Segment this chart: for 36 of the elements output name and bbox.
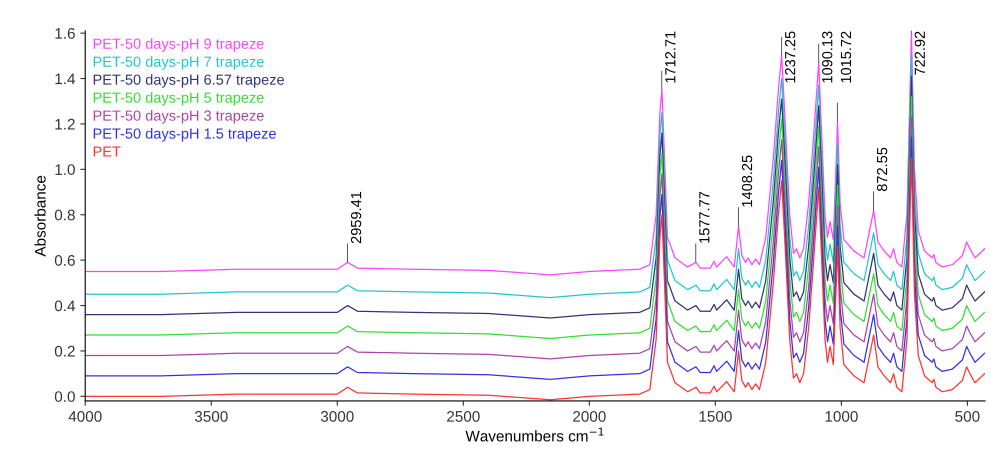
annotation: 1408.25 bbox=[742, 155, 752, 206]
y-tick-label: 1.6 bbox=[55, 28, 75, 39]
y-tick-label: 0.4 bbox=[54, 300, 76, 312]
y-tick-label: 0.0 bbox=[54, 391, 75, 402]
annotation: 2959.41 bbox=[350, 192, 362, 244]
y-axis-title: Absorbance bbox=[34, 176, 46, 257]
line-series bbox=[85, 32, 986, 276]
annotation: 1237.25 bbox=[784, 31, 796, 82]
annotation: 872.55 bbox=[876, 148, 888, 192]
annotation: 1090.13 bbox=[822, 32, 832, 82]
x-tick-label: 500 bbox=[955, 411, 980, 422]
y-tick-label: 0.2 bbox=[54, 346, 75, 357]
y-tick-label: 1.2 bbox=[55, 118, 75, 130]
x-tick-label: 2000 bbox=[573, 411, 606, 422]
y-tick-label: 1.0 bbox=[55, 164, 75, 176]
text: PET-50 days-pH 9 trapeze bbox=[94, 38, 264, 52]
annotation: 722.92 bbox=[914, 32, 925, 75]
y-tick-label: 0.8 bbox=[54, 210, 75, 220]
x-tick-label: 1500 bbox=[700, 411, 732, 422]
annotation: 1015.72 bbox=[840, 32, 852, 82]
y-tick-label: 0.6 bbox=[54, 255, 75, 266]
x-tick-label: 2500 bbox=[447, 411, 480, 422]
text: PET bbox=[94, 146, 121, 157]
x-tick-label: 3000 bbox=[320, 411, 354, 422]
text: PET-50 days-pH 1.5 trapeze bbox=[94, 128, 276, 142]
text: PET-50 days-pH 5 trapeze bbox=[94, 92, 264, 106]
text: PET-50 days-pH 3 trapeze bbox=[94, 110, 264, 124]
y-tick-label: 1.4 bbox=[55, 74, 76, 84]
x-axis-title: Wavenumbers cm$^{−1}$ bbox=[465, 428, 604, 442]
text: PET-50 days-pH 7 trapeze bbox=[94, 56, 264, 70]
text: PET-50 days-pH 6.57 trapeze bbox=[94, 74, 284, 88]
x-tick-label: 3500 bbox=[194, 411, 228, 422]
annotation: 1712.71 bbox=[665, 32, 676, 82]
annotation: 1577.77 bbox=[699, 192, 710, 243]
x-tick-label: 1000 bbox=[826, 411, 858, 422]
x-tick-label: 4000 bbox=[68, 411, 102, 422]
